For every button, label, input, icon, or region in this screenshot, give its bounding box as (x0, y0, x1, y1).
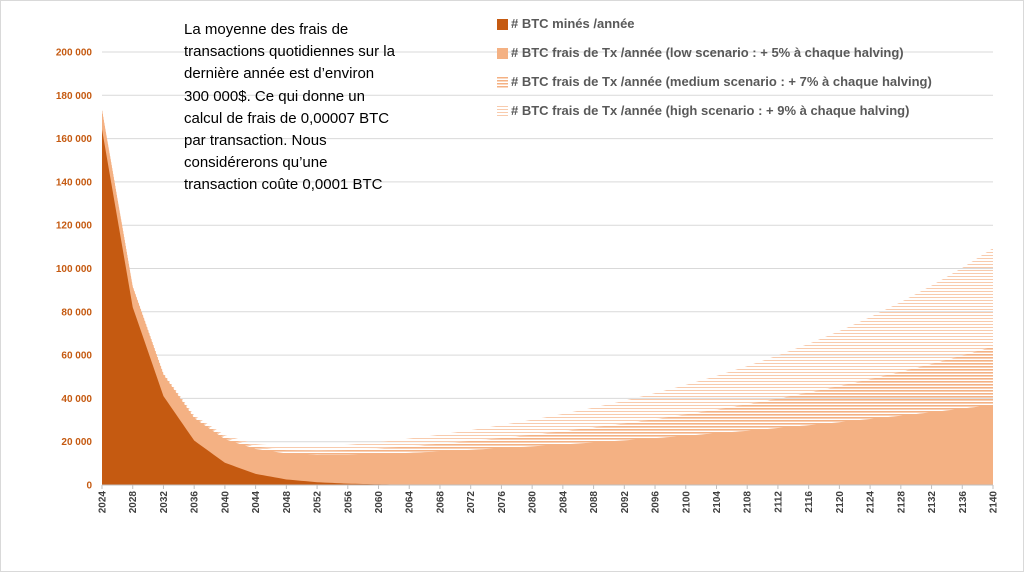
legend-swatch (497, 48, 508, 59)
annotation-line: calcul de frais de 0,00007 BTC (184, 109, 390, 127)
legend-label: # BTC frais de Tx /année (high scenario … (511, 103, 910, 118)
x-tick-label: 2068 (435, 491, 446, 514)
annotation-line: dernière année est d’environ (184, 65, 375, 83)
legend-swatch (497, 77, 508, 88)
x-tick-label: 2064 (405, 491, 416, 514)
legend-label: # BTC minés /année (511, 16, 635, 31)
x-tick-label: 2072 (466, 491, 477, 514)
y-tick-label: 80 000 (61, 307, 92, 318)
x-tick-label: 2092 (620, 491, 631, 514)
x-tick-label: 2124 (866, 491, 877, 514)
y-tick-label: 200 000 (56, 48, 93, 59)
legend-label: # BTC frais de Tx /année (medium scenari… (511, 74, 932, 89)
y-tick-label: 20 000 (61, 437, 92, 448)
annotation-text: La moyenne des frais de transactions quot… (184, 19, 416, 197)
x-tick-label: 2080 (528, 491, 539, 514)
x-tick-label: 2140 (989, 491, 1000, 514)
x-tick-label: 2048 (282, 491, 293, 514)
y-tick-label: 140 000 (56, 177, 93, 188)
x-tick-label: 2088 (589, 491, 600, 514)
x-tick-label: 2120 (835, 491, 846, 514)
x-tick-label: 2060 (374, 491, 385, 514)
x-tick-label: 2108 (743, 491, 754, 514)
x-tick-label: 2056 (343, 491, 354, 514)
y-tick-label: 180 000 (56, 91, 93, 102)
y-tick-label: 0 (86, 481, 92, 492)
x-tick-label: 2032 (159, 491, 170, 514)
x-tick-label: 2028 (128, 491, 139, 514)
x-tick-label: 2104 (712, 491, 723, 514)
y-tick-label: 40 000 (61, 394, 92, 405)
annotation-line: La moyenne des frais de (184, 21, 349, 38)
series-area-3 (102, 109, 993, 485)
y-tick-label: 60 000 (61, 351, 92, 362)
x-tick-label: 2044 (251, 491, 262, 514)
x-tick-label: 2024 (98, 491, 109, 514)
x-tick-label: 2128 (896, 491, 907, 514)
annotation-line: 300 000$. Ce qui donne un (184, 87, 365, 105)
series-areas (102, 109, 993, 485)
x-tick-label: 2100 (681, 491, 692, 514)
y-tick-label: 100 000 (56, 264, 93, 275)
x-tick-label: 2096 (651, 491, 662, 514)
axes: 0 20 000 40 000 60 000 80 000 100 000 120 000 1… (56, 48, 1000, 514)
x-tick-label: 2076 (497, 491, 508, 514)
x-tick-label: 2136 (958, 491, 969, 514)
legend-swatch (497, 19, 508, 30)
x-tick-label: 2036 (190, 491, 201, 514)
y-tick-label: 120 000 (56, 221, 93, 232)
x-tick-label: 2112 (773, 491, 784, 513)
annotation-line: transactions quotidiennes sur la (184, 43, 395, 61)
x-tick-label: 2116 (804, 491, 815, 513)
x-tick-label: 2084 (558, 491, 569, 514)
legend-label: # BTC frais de Tx /année (low scenario :… (511, 45, 904, 60)
annotation-line: considérerons qu’une (184, 154, 328, 172)
y-tick-label: 160 000 (56, 134, 93, 145)
legend-swatch (497, 106, 508, 117)
series-area-0 (102, 129, 993, 485)
x-tick-label: 2132 (927, 491, 938, 514)
annotation-line: transaction coûte 0,0001 BTC (184, 176, 383, 194)
x-tick-label: 2052 (313, 491, 324, 514)
x-tick-label: 2040 (220, 491, 231, 514)
annotation-line: par transaction. Nous (184, 132, 327, 150)
